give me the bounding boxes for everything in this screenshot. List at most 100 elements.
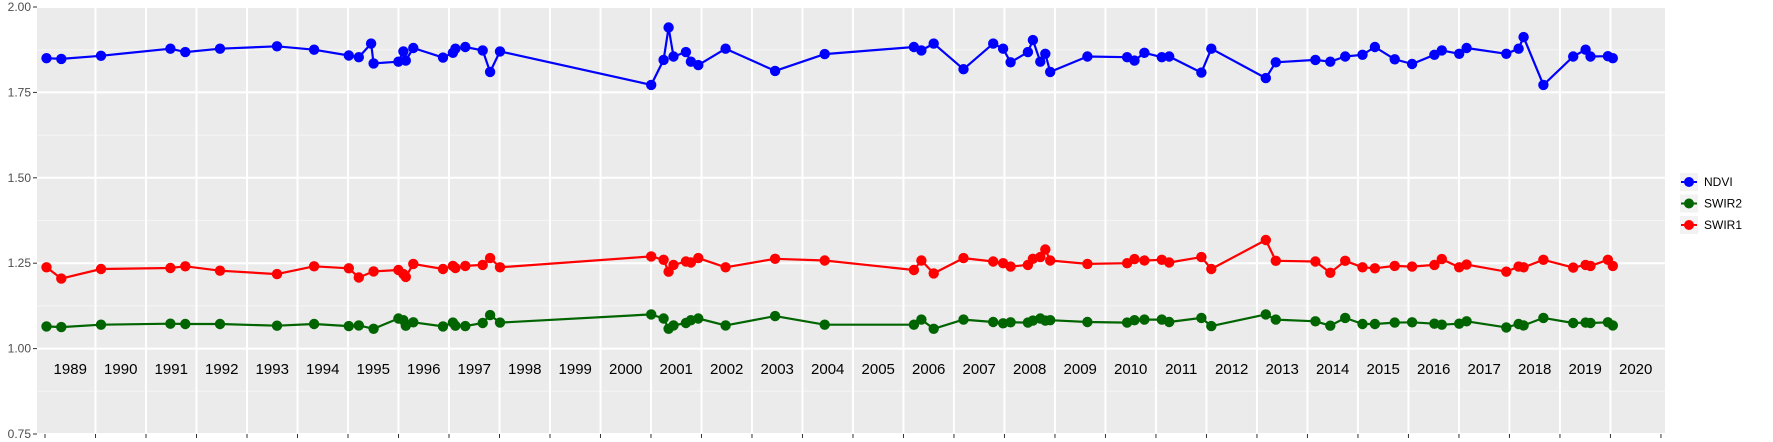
data-point [1568, 262, 1579, 273]
legend-label: NDVI [1704, 175, 1733, 189]
data-point [1040, 48, 1051, 59]
year-label: 1993 [256, 361, 289, 378]
series-layer [41, 22, 1619, 334]
year-label: 2008 [1013, 361, 1046, 378]
data-point [437, 52, 449, 63]
grid [37, 6, 1665, 438]
data-point [928, 38, 939, 49]
data-point [41, 321, 52, 332]
data-point [1260, 72, 1272, 84]
year-labels: 1989 1990 1991 1992 1993 1994 1995 1996 1997 1998… [54, 361, 1653, 378]
data-point [1206, 263, 1217, 275]
data-point [1513, 43, 1524, 54]
data-point [1454, 48, 1465, 59]
data-point [1270, 314, 1282, 325]
y-tick-label: 1.50 [8, 171, 32, 185]
data-point [450, 320, 461, 331]
data-point [95, 263, 107, 275]
data-point [958, 252, 969, 264]
data-point [1040, 244, 1051, 255]
data-point [1310, 54, 1321, 66]
data-point [368, 266, 379, 277]
year-label: 2009 [1064, 361, 1097, 378]
legend-marker [1684, 220, 1694, 230]
data-point [1607, 260, 1619, 272]
data-point [460, 41, 471, 53]
data-point [400, 271, 411, 283]
data-point [1357, 318, 1368, 330]
year-label: 1995 [357, 361, 390, 378]
data-point [56, 273, 67, 284]
year-label: 2000 [609, 361, 642, 378]
data-point [1325, 267, 1336, 278]
year-label: 1997 [458, 361, 491, 378]
data-point [1389, 317, 1400, 328]
data-point [958, 63, 969, 75]
legend-marker [1684, 177, 1694, 187]
data-point [1045, 66, 1056, 78]
data-point [1436, 319, 1448, 330]
data-point [1310, 316, 1321, 327]
data-point [1129, 55, 1140, 66]
data-point [1369, 318, 1381, 330]
data-point [450, 262, 461, 274]
data-point [720, 320, 731, 331]
data-point [1196, 251, 1207, 263]
data-point [1369, 263, 1381, 274]
data-point [1369, 41, 1381, 53]
data-point [1501, 266, 1512, 277]
data-point [460, 260, 471, 272]
data-point [1206, 320, 1217, 332]
year-label: 2001 [660, 361, 693, 378]
data-point [343, 50, 354, 61]
year-label: 2007 [963, 361, 996, 378]
data-point [165, 318, 176, 329]
year-label: 2013 [1266, 361, 1299, 378]
legend-marker [1684, 198, 1694, 209]
data-point [408, 42, 419, 54]
data-point [1164, 51, 1175, 62]
data-point [343, 320, 354, 332]
data-point [1436, 45, 1448, 56]
year-label: 1991 [155, 361, 188, 378]
data-point [165, 262, 176, 274]
data-point [1045, 255, 1056, 266]
legend-label: SWIR2 [1704, 197, 1742, 211]
data-point [1005, 317, 1016, 328]
data-point [437, 321, 449, 332]
year-label: 1989 [54, 361, 87, 378]
data-point [1035, 251, 1046, 263]
data-point [308, 318, 320, 330]
data-point [180, 46, 191, 58]
data-point [477, 45, 488, 56]
data-point [1585, 51, 1596, 62]
data-point [1325, 56, 1336, 67]
year-label: 1998 [508, 361, 541, 378]
data-point [916, 314, 927, 325]
data-point [1196, 67, 1207, 78]
data-point [368, 323, 379, 334]
data-point [353, 272, 364, 283]
data-point [908, 264, 920, 276]
data-point [477, 317, 488, 329]
data-point [988, 256, 999, 267]
data-point [214, 43, 226, 54]
data-point [693, 313, 704, 324]
data-point [1340, 51, 1351, 62]
series-swir2 [41, 309, 1619, 334]
data-point [368, 58, 379, 69]
data-point [1518, 262, 1529, 273]
data-point [916, 45, 927, 56]
data-point [646, 251, 657, 262]
data-point [1406, 317, 1418, 328]
year-label: 2018 [1518, 361, 1551, 378]
data-point [494, 262, 506, 273]
data-point [1340, 255, 1351, 266]
year-label: 2002 [710, 361, 743, 378]
data-point [408, 258, 419, 270]
year-label: 2015 [1367, 361, 1400, 378]
data-point [668, 320, 679, 331]
data-point [1406, 261, 1418, 272]
data-point [1005, 57, 1016, 68]
data-point [271, 320, 283, 331]
